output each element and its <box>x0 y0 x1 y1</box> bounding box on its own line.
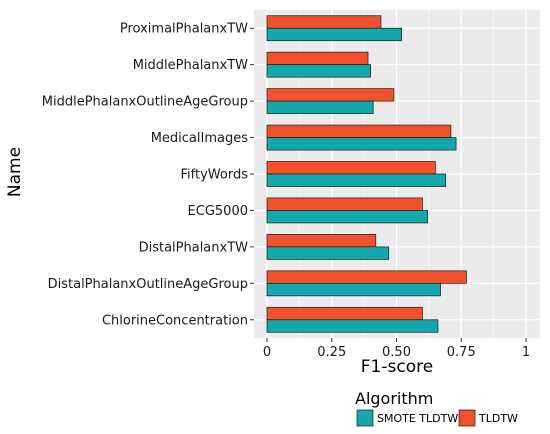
x-tick-label: 0 <box>263 345 271 360</box>
bar-smote-tldtw <box>266 210 428 224</box>
y-tick-label: ECG5000 <box>188 204 248 219</box>
bar-smote-tldtw <box>266 173 447 187</box>
legend-label-smote-tldtw: SMOTE TLDTW <box>377 412 458 425</box>
bar-smote-tldtw <box>266 100 374 114</box>
y-tick-label: DistalPhalanxTW <box>139 240 249 255</box>
bar-tldtw <box>266 161 436 175</box>
y-tick-label: MiddlePhalanxTW <box>133 58 248 73</box>
y-tick-label: DistalPhalanxOutlineAgeGroup <box>48 277 248 292</box>
bar-tldtw <box>266 306 423 321</box>
legend-swatch-smote-tldtw <box>356 409 374 427</box>
y-tick-label: MedicalImages <box>151 131 249 146</box>
bar-tldtw <box>266 51 369 66</box>
bar-tldtw <box>266 124 452 138</box>
bar-tldtw <box>266 88 395 102</box>
bar-smote-tldtw <box>266 319 439 333</box>
bar-tldtw <box>266 197 423 211</box>
bar-smote-tldtw <box>266 137 457 151</box>
x-tick-label: 0.25 <box>317 345 346 360</box>
y-tick-label: ProximalPhalanxTW <box>120 22 248 37</box>
y-axis-title: Name <box>5 147 25 197</box>
bar-tldtw <box>266 270 467 284</box>
bar-tldtw <box>266 15 382 29</box>
bar-smote-tldtw <box>266 282 441 297</box>
y-tick-label: MiddlePhalanxOutlineAgeGroup <box>42 95 248 110</box>
x-axis-ticks: 0 0.25 0.50 0.75 1 <box>263 338 530 360</box>
bar-smote-tldtw <box>266 64 371 78</box>
legend-title: Algorithm <box>355 389 433 408</box>
x-axis-title: F1-score <box>361 357 433 377</box>
y-tick-label: FiftyWords <box>181 168 249 183</box>
x-tick-label: 0.75 <box>447 345 476 360</box>
x-tick-label: 1 <box>522 345 530 360</box>
legend-swatch-tldtw <box>458 409 476 427</box>
x-tick-label: 0.50 <box>382 345 411 360</box>
bar-tldtw <box>266 234 377 248</box>
bars <box>266 15 467 333</box>
bar-smote-tldtw <box>266 27 403 42</box>
legend: Algorithm SMOTE TLDTW TLDTW <box>355 389 518 427</box>
legend-label-tldtw: TLDTW <box>478 412 518 425</box>
y-tick-label: ChlorineConcentration <box>102 313 248 328</box>
y-axis-ticks: ProximalPhalanxTW MiddlePhalanxTW MiddlePh… <box>42 22 254 328</box>
bar-smote-tldtw <box>266 246 390 260</box>
